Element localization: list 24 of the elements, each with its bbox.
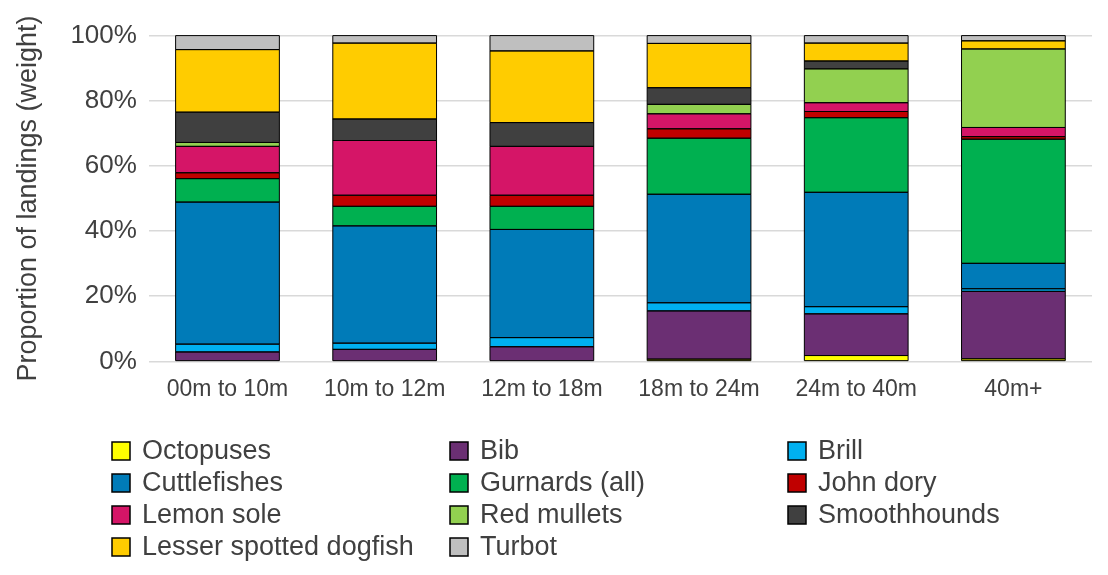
x-tick-label: 24m to 40m bbox=[795, 374, 917, 401]
y-tick-label: 20% bbox=[84, 279, 137, 310]
y-tick-label: 0% bbox=[99, 344, 137, 375]
legend-label: Smoothhounds bbox=[818, 499, 1000, 530]
legend-label: Lemon sole bbox=[142, 499, 282, 530]
legend-label: Octopuses bbox=[142, 435, 272, 466]
y-tick-label: 40% bbox=[84, 214, 137, 245]
legend-label: Gurnards (all) bbox=[480, 467, 646, 498]
y-tick-label: 80% bbox=[84, 83, 137, 114]
y-tick-label: 100% bbox=[70, 18, 137, 49]
legend-label: Cuttlefishes bbox=[142, 467, 284, 498]
x-tick-label: 12m to 18m bbox=[481, 374, 603, 401]
x-tick-label: 40m+ bbox=[984, 374, 1043, 401]
y-axis-title: Proportion of landings (weight) bbox=[11, 15, 42, 382]
legend-label: John dory bbox=[818, 467, 938, 498]
legend-label: Red mullets bbox=[480, 499, 623, 530]
x-tick-label: 10m to 12m bbox=[323, 374, 446, 401]
legend-label: Lesser spotted dogfish bbox=[142, 531, 414, 562]
y-tick-label: 60% bbox=[84, 149, 137, 180]
legend-label: Bib bbox=[480, 435, 520, 466]
x-tick-label: 00m to 10m bbox=[166, 374, 289, 401]
legend-label: Turbot bbox=[480, 531, 558, 562]
legend-label: Brill bbox=[818, 435, 863, 466]
x-tick-label: 18m to 24m bbox=[638, 374, 760, 401]
